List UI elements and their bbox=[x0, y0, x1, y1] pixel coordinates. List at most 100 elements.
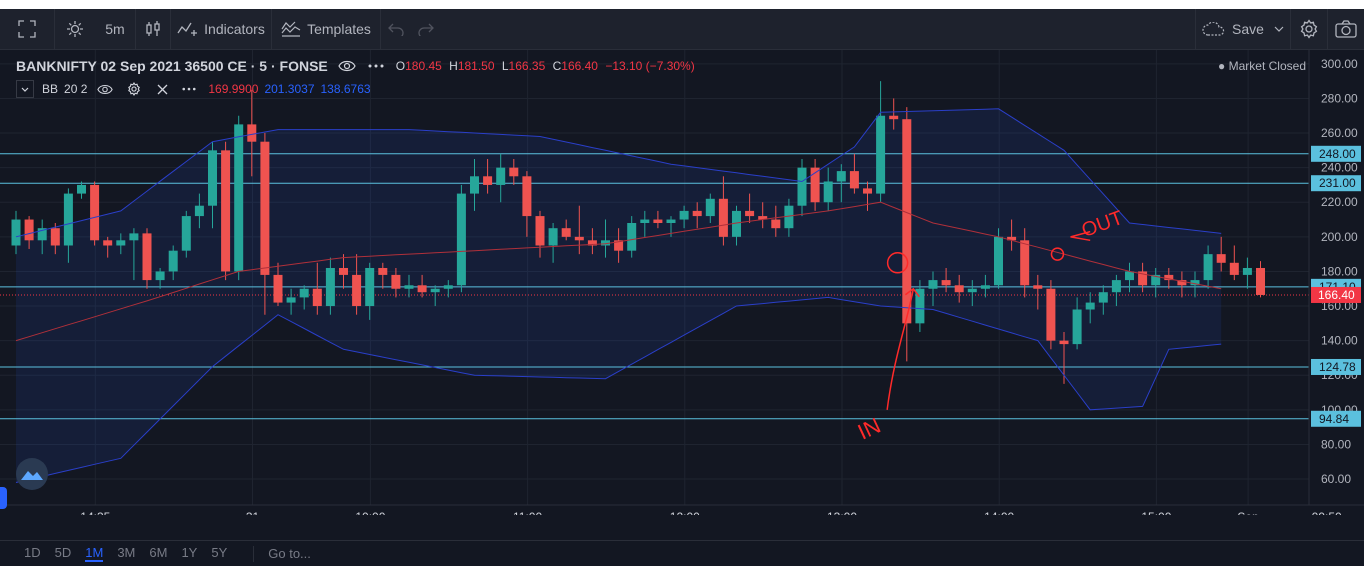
candle bbox=[129, 233, 139, 241]
candle bbox=[810, 167, 820, 203]
candle bbox=[1125, 271, 1134, 281]
y-tick-label: 220.00 bbox=[1321, 195, 1358, 209]
candle bbox=[928, 280, 938, 289]
camera-icon[interactable] bbox=[1328, 9, 1364, 49]
bb-lower-value: 138.6763 bbox=[320, 82, 371, 96]
side-panel-toggle[interactable] bbox=[0, 487, 7, 509]
x-tick-label: 13:00 bbox=[827, 510, 857, 515]
candle bbox=[640, 219, 650, 224]
settings-icon[interactable] bbox=[1291, 9, 1327, 49]
candle bbox=[247, 124, 257, 142]
candle bbox=[1111, 280, 1121, 293]
top-strip bbox=[0, 0, 1364, 9]
candle bbox=[77, 184, 86, 194]
range-1d[interactable]: 1D bbox=[24, 545, 41, 560]
candle bbox=[1203, 254, 1213, 281]
range-buttons: 1D 5D 1M 3M 6M 1Y 5Y bbox=[24, 545, 227, 562]
hline-label: 124.78 bbox=[1319, 360, 1356, 374]
candle bbox=[404, 285, 414, 289]
price-axis: 300.00 280.00 260.00 240.00 220.00 200.00 180.… bbox=[1308, 50, 1364, 515]
compare-icon[interactable] bbox=[55, 9, 95, 49]
hline-badge bbox=[1311, 175, 1361, 192]
range-1y[interactable]: 1Y bbox=[181, 545, 198, 560]
candle bbox=[1164, 274, 1174, 281]
logo-icon bbox=[21, 471, 43, 480]
x-tick-label: 31 bbox=[246, 510, 260, 515]
open-value: 180.45 bbox=[405, 59, 442, 73]
candle bbox=[889, 115, 899, 120]
last-price-badge bbox=[1311, 286, 1361, 303]
low-label: L bbox=[501, 59, 509, 73]
candle bbox=[836, 171, 846, 182]
candle bbox=[352, 274, 362, 307]
bb-name: BB bbox=[42, 82, 59, 96]
candle bbox=[705, 198, 715, 217]
range-5y[interactable]: 5Y bbox=[211, 545, 228, 560]
more-icon[interactable] bbox=[182, 87, 196, 91]
hline-label: 94.84 bbox=[1319, 412, 1349, 426]
chevron-down-icon bbox=[1274, 26, 1284, 32]
candle bbox=[456, 193, 466, 286]
y-tick-label: 300.00 bbox=[1321, 57, 1358, 71]
ohlc-values: O180.45 H181.50 L166.35 C166.40 −13.10 (… bbox=[396, 59, 695, 73]
templates-label: Templates bbox=[307, 21, 371, 37]
candle bbox=[181, 216, 191, 251]
cloud-icon bbox=[1202, 22, 1225, 36]
undo-icon[interactable] bbox=[381, 9, 411, 49]
candle bbox=[273, 274, 283, 303]
candle bbox=[535, 216, 545, 246]
high-value: 181.50 bbox=[457, 59, 495, 73]
last-price-label: 166.40 bbox=[1318, 288, 1355, 302]
y-tick-label: 60.00 bbox=[1321, 472, 1351, 486]
templates-button[interactable]: Templates bbox=[272, 9, 380, 49]
close-icon[interactable] bbox=[157, 84, 168, 95]
candle bbox=[299, 288, 309, 298]
indicators-button[interactable]: Indicators bbox=[171, 9, 271, 49]
x-tick-label: 15:00 bbox=[1141, 510, 1171, 515]
candle bbox=[849, 171, 859, 189]
more-icon[interactable] bbox=[368, 64, 384, 68]
candles-icon[interactable] bbox=[136, 9, 170, 49]
collapse-button[interactable] bbox=[16, 80, 34, 98]
eye-icon[interactable] bbox=[97, 84, 114, 95]
fullscreen-icon[interactable] bbox=[0, 9, 54, 49]
range-6m[interactable]: 6M bbox=[149, 545, 168, 560]
out-arrow bbox=[1070, 230, 1091, 242]
candle bbox=[378, 267, 388, 275]
indicators-label: Indicators bbox=[204, 21, 265, 37]
high-label: H bbox=[449, 59, 458, 73]
candle bbox=[980, 285, 990, 289]
settings-icon[interactable] bbox=[127, 82, 141, 96]
range-5d[interactable]: 5D bbox=[54, 545, 72, 560]
x-tick-label: Sep bbox=[1237, 510, 1259, 515]
candle bbox=[718, 198, 728, 237]
candle bbox=[863, 188, 872, 194]
interval-button[interactable]: 5m bbox=[95, 9, 135, 49]
tradingview-logo[interactable] bbox=[16, 458, 48, 490]
time-axis: 14:35 31 10:00 11:00 12:00 13:00 14:00 15:00 Sep… bbox=[0, 504, 1364, 515]
goto-button[interactable]: Go to... bbox=[268, 546, 311, 561]
candle bbox=[614, 240, 624, 251]
range-3m[interactable]: 3M bbox=[117, 545, 136, 560]
range-1m[interactable]: 1M bbox=[85, 545, 104, 562]
redo-icon[interactable] bbox=[411, 9, 441, 49]
bb-band-fill bbox=[16, 108, 1222, 483]
candle bbox=[155, 271, 165, 281]
candle bbox=[1242, 267, 1252, 275]
candle bbox=[1190, 280, 1200, 286]
candle bbox=[208, 150, 217, 206]
candle bbox=[286, 297, 296, 303]
save-button[interactable]: Save bbox=[1196, 9, 1290, 49]
candle bbox=[627, 223, 637, 251]
candle bbox=[365, 267, 375, 307]
y-tick-label: 240.00 bbox=[1321, 161, 1358, 175]
candle bbox=[509, 167, 519, 177]
eye-icon[interactable] bbox=[338, 60, 356, 72]
candle bbox=[142, 233, 152, 281]
candle bbox=[417, 285, 427, 293]
candle bbox=[103, 240, 113, 246]
candle bbox=[116, 240, 126, 246]
candle bbox=[1256, 267, 1265, 295]
